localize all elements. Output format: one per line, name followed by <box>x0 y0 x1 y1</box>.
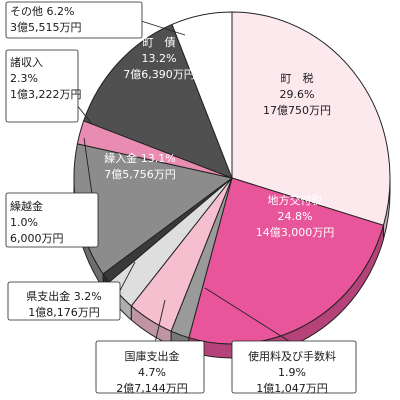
slice-label-1-pct: 24.8% <box>278 210 313 223</box>
slice-label-1-amt: 14億3,000万円 <box>256 226 335 239</box>
slice-label-8-amt: 7億6,390万円 <box>123 68 195 81</box>
slice-label-0-pct: 29.6% <box>280 88 315 101</box>
leader-line-7 <box>75 103 93 125</box>
slice-label-9-amt: 3億5,515万円 <box>10 21 82 34</box>
leader-line-2 <box>204 287 293 344</box>
slice-label-1-name: 地方交付税 <box>268 193 323 207</box>
slice-label-6-name-pct: 繰入金 13.1% <box>104 151 175 165</box>
pie-slice-0 <box>231 11 391 226</box>
leader-line-9 <box>137 19 186 36</box>
slice-label-5-amt: 6,000万円 <box>10 232 64 245</box>
label-box-7 <box>5 49 79 123</box>
slice-label-0-name: 町 税 <box>281 71 314 85</box>
slice-label-2-amt: 1億1,047万円 <box>256 382 328 395</box>
label-box-9 <box>5 1 143 39</box>
pie-top-layer <box>73 11 391 345</box>
pie-slice-9 <box>171 11 233 179</box>
pie-slice-1 <box>188 177 385 345</box>
slice-label-7-amt: 1億3,222万円 <box>10 88 82 101</box>
label-box-4 <box>7 281 121 321</box>
slice-label-2-name: 使用料及び手数料 <box>248 349 336 363</box>
label-box-3 <box>95 340 205 394</box>
label-box-2 <box>231 340 357 394</box>
slice-label-3-name: 国庫支出金 <box>125 349 180 363</box>
slice-label-6-amt: 7億5,756万円 <box>104 168 176 181</box>
leader-line-3 <box>154 299 166 344</box>
slice-label-8-name: 町 債 <box>143 35 176 49</box>
slice-label-0-amt: 17億750万円 <box>263 104 331 117</box>
slice-label-3-amt: 2億7,144万円 <box>116 382 188 395</box>
slice-label-7-pct: 2.3% <box>10 72 38 85</box>
slice-label-4-amt: 1億8,176万円 <box>28 306 100 319</box>
slice-label-7-name: 諸収入 <box>10 55 43 69</box>
slice-label-3-pct: 4.7% <box>138 366 166 379</box>
label-box-5 <box>5 192 99 248</box>
slice-label-5-pct: 1.0% <box>10 216 38 229</box>
slice-label-2-pct: 1.9% <box>278 366 306 379</box>
slice-label-4-name-pct: 県支出金 3.2% <box>26 289 101 303</box>
slice-label-5-name: 繰越金 <box>10 199 43 213</box>
slice-label-9-name-pct: その他 6.2% <box>10 5 74 18</box>
slice-label-8-pct: 13.2% <box>142 52 177 65</box>
